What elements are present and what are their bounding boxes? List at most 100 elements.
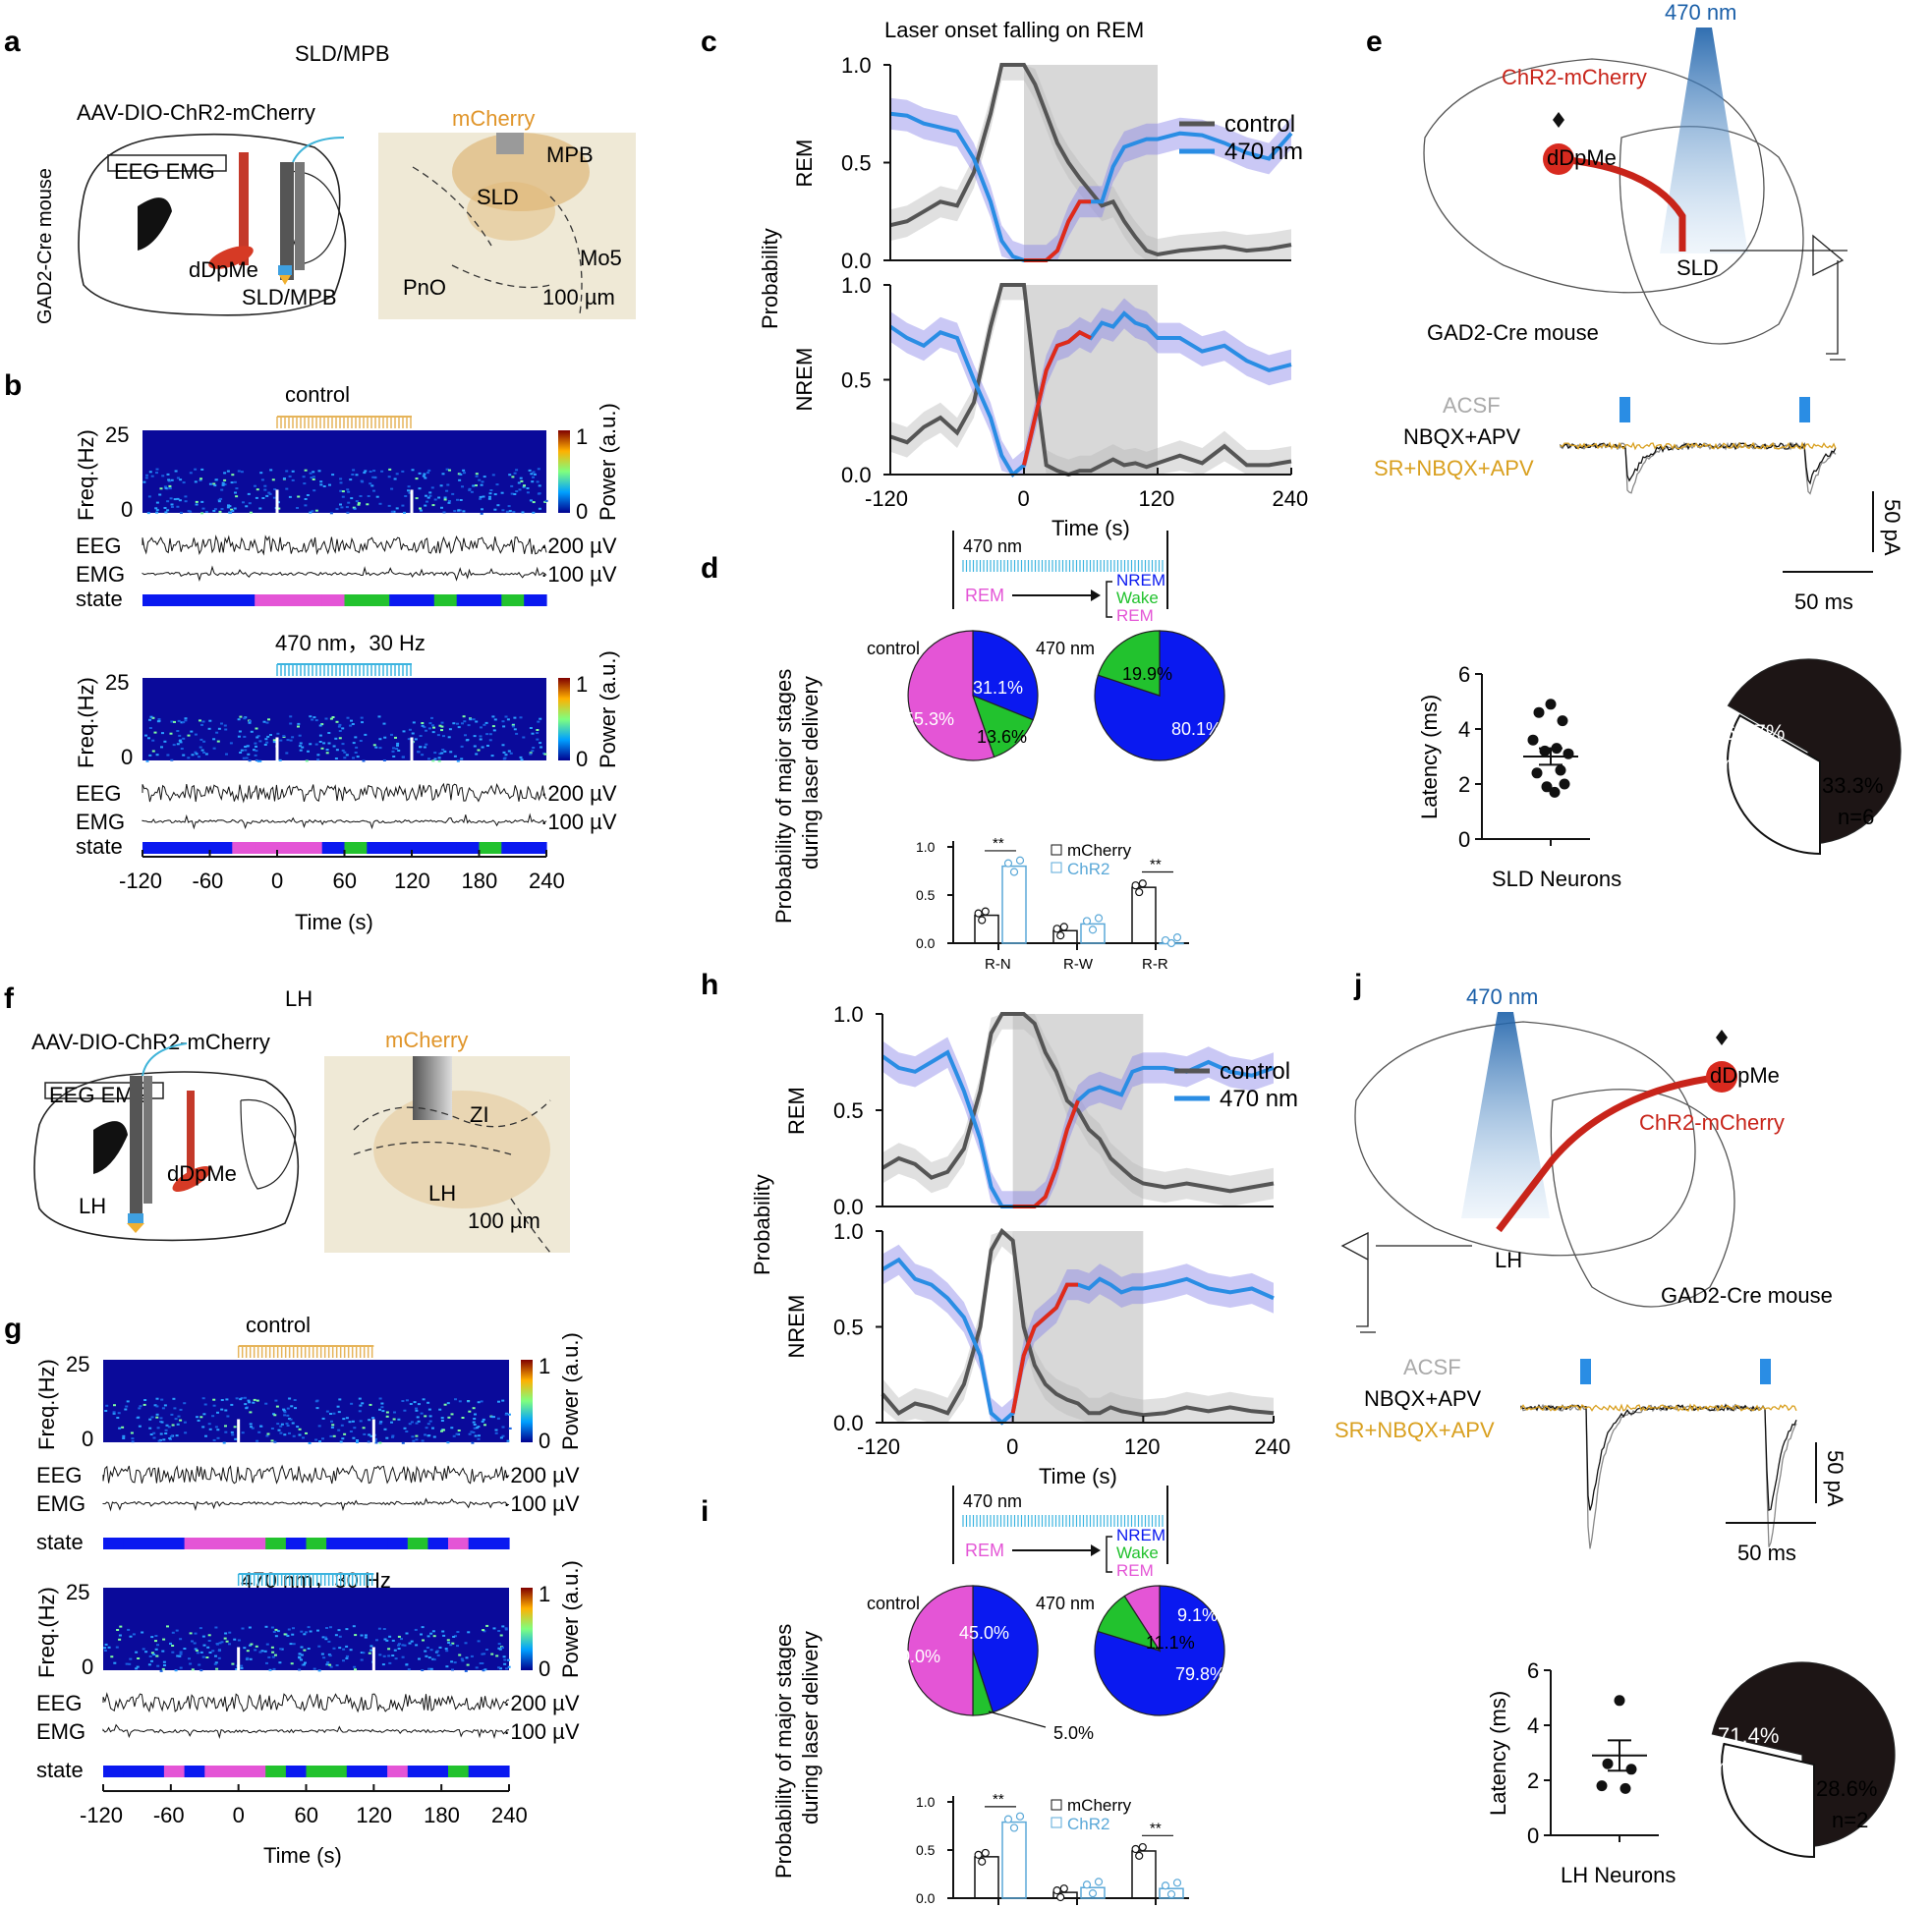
spectrogram-pixel: [184, 500, 188, 503]
state-segment-W: [306, 1766, 327, 1777]
panel-g: g control 470 nm，30 Hz 10 Power (a.u.) 10…: [4, 1313, 583, 1868]
latency-axis-label: Latency (ms): [1486, 1691, 1510, 1816]
spectrogram-pixel: [429, 1632, 433, 1635]
spectrogram-pixel: [342, 1648, 346, 1651]
spectrogram-pixel: [438, 1408, 442, 1411]
spectrogram-pixel: [170, 1413, 174, 1416]
spectrogram-pixel: [408, 1642, 412, 1645]
chr2-label: ChR2-mCherry: [1639, 1110, 1785, 1135]
state-segment-N: [326, 1538, 348, 1549]
spectrogram-pixel: [415, 1409, 419, 1412]
spectrogram-pixel: [417, 751, 420, 754]
spectrogram-pixel: [161, 1407, 165, 1410]
spectrogram-pixel: [132, 1633, 136, 1636]
spectrogram-pixel: [382, 722, 386, 725]
spectrogram-pixel: [155, 1397, 159, 1400]
spectrogram-pixel: [361, 1402, 365, 1405]
spectrogram-pixel: [112, 1412, 116, 1415]
spectrogram-pixel: [189, 472, 193, 475]
spectrogram-pixel: [436, 1654, 440, 1656]
spectrogram-pixel: [371, 476, 375, 478]
panel-f: f LH AAV-DIO-ChR2-mCherry EEG EMG dDpMe …: [4, 982, 570, 1254]
spectrogram-pixel: [322, 485, 326, 487]
spectrogram-pixel: [424, 1650, 427, 1653]
spectrogram-pixel: [356, 756, 360, 758]
spectrogram-pixel: [439, 484, 443, 487]
spectrogram-pixel: [422, 475, 426, 477]
spectrogram-pixel: [352, 1625, 356, 1628]
spectrogram-pixel: [349, 724, 353, 727]
spectrogram-pixel: [307, 750, 310, 753]
spectrogram-pixel: [395, 507, 399, 510]
spectrogram-pixel: [440, 506, 443, 509]
state-segment-N: [164, 842, 189, 854]
panel-letter-f: f: [4, 982, 15, 1015]
spectrogram-pixel: [247, 753, 251, 756]
spectrogram-pixel: [359, 495, 363, 497]
spectrogram-pixel: [272, 1413, 275, 1416]
spectrogram-pixel: [135, 1667, 139, 1670]
freq-axis-label: Freq.(Hz): [34, 1587, 59, 1678]
x-tick-label: -60: [153, 1803, 185, 1827]
spectrogram-pixel: [244, 1403, 248, 1406]
dpme-label: dDpMe: [1710, 1063, 1780, 1088]
spectrogram-pixel: [174, 1418, 178, 1421]
spectrogram-pixel: [312, 471, 315, 474]
latency-tick-label: 4: [1458, 717, 1470, 742]
spectrogram-pixel: [364, 1636, 368, 1639]
spectrogram-pixel: [240, 1666, 244, 1669]
spectrogram-pixel: [304, 1661, 307, 1664]
scheme-rem2-label: REM: [1116, 1561, 1154, 1580]
pie-slice-rem: [907, 1585, 974, 1716]
spectrogram-pixel: [420, 1412, 424, 1415]
spectrogram-pixel: [269, 734, 272, 736]
y-tick-label: 1.0: [833, 1219, 864, 1244]
spectrogram-pixel: [367, 495, 370, 497]
spectrogram-pixel: [169, 1642, 172, 1645]
spectrogram-pixel: [298, 734, 302, 737]
spectrogram-pixel: [124, 1408, 128, 1411]
spectrogram-pixel: [345, 1417, 349, 1420]
spectrogram-pixel: [426, 496, 430, 499]
spectrogram-pixel: [309, 743, 313, 746]
chr2-label: ChR2-mCherry: [1502, 65, 1647, 89]
spectrogram-pixel: [470, 1655, 474, 1657]
eeg-trace: [102, 1692, 510, 1713]
spectrogram-pixel: [225, 1640, 229, 1643]
spectrogram-pixel: [423, 473, 426, 476]
latency-point: [1527, 734, 1539, 746]
spectrogram-pixel: [489, 489, 493, 491]
spectrogram-pixel: [484, 721, 488, 724]
state-label: state: [76, 834, 123, 859]
state-segment-N: [427, 1766, 449, 1777]
spectrogram-pixel: [493, 718, 497, 721]
spectrogram-pixel: [304, 469, 308, 472]
spectrogram-pixel: [403, 1644, 407, 1647]
spectrogram-pixel: [164, 1432, 168, 1434]
spectrogram-pixel: [305, 759, 309, 762]
spectrogram-pixel: [368, 1419, 371, 1422]
spectrogram-pixel: [187, 510, 191, 513]
panel-c-title: Laser onset falling on REM: [884, 18, 1144, 42]
scale-ms-label: 50 ms: [1794, 589, 1853, 614]
x-tick-label: -60: [193, 869, 224, 893]
spectrogram-pixel: [161, 1667, 165, 1670]
spectrogram-pixel: [355, 474, 359, 477]
state-segment-N: [285, 1766, 308, 1777]
spectrogram-pixel: [270, 1428, 274, 1430]
spectrogram-pixel: [163, 740, 167, 743]
spectrogram-pixel: [255, 758, 258, 761]
spectrogram-pixel: [393, 1649, 397, 1652]
pie-responders-n: n=12: [1724, 752, 1773, 776]
spectrogram-pixel: [228, 505, 232, 508]
spectrogram-pixel: [269, 469, 273, 472]
spectrogram-pixel: [317, 1425, 321, 1428]
spectrogram-pixel: [144, 477, 148, 479]
spectrogram-pixel: [338, 730, 342, 732]
scheme-wake-label: Wake: [1116, 1543, 1159, 1562]
x-tick-label: 180: [462, 869, 498, 893]
spectrogram-pixel: [480, 483, 483, 486]
spectrogram-pixel: [475, 475, 479, 477]
spectrogram-pixel: [265, 1434, 269, 1437]
